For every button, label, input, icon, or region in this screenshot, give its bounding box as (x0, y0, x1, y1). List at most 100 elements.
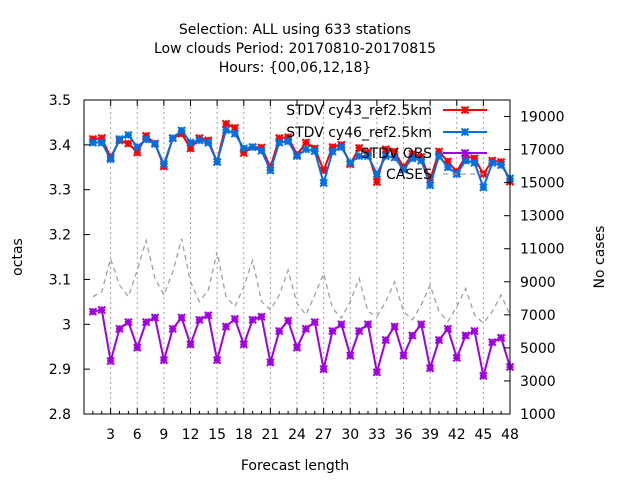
y2-tick-label: 7000 (520, 308, 556, 324)
y2-axis-label: No cases (592, 226, 608, 289)
data-point (159, 355, 169, 365)
data-point (283, 316, 293, 325)
data-point (372, 169, 382, 179)
x-tick-label: 36 (395, 427, 413, 443)
data-point (204, 138, 213, 147)
data-point (266, 358, 275, 367)
data-point (496, 160, 506, 170)
y2-tick-label: 1000 (520, 407, 556, 423)
x-tick-label: 48 (501, 427, 519, 443)
data-point (124, 317, 133, 327)
data-point (221, 322, 231, 331)
data-point (88, 307, 98, 316)
data-point (346, 351, 355, 360)
data-point (443, 163, 453, 172)
data-point (115, 134, 124, 144)
title-line-1: Selection: ALL using 633 stations (179, 22, 411, 38)
data-point (496, 333, 506, 342)
x-tick-label: 12 (182, 427, 200, 443)
data-point (372, 368, 382, 377)
data-point (461, 331, 470, 340)
data-point (372, 177, 382, 187)
data-point (292, 343, 302, 352)
x-tick-label: 24 (288, 427, 306, 443)
data-point (257, 312, 266, 321)
y2-tick-label: 19000 (520, 110, 565, 126)
data-point (106, 155, 115, 164)
y2-tick-label: 13000 (520, 209, 565, 225)
data-point (186, 340, 195, 349)
data-point (354, 143, 364, 153)
y2-tick-label: 17000 (520, 143, 565, 159)
y2-tick-label: 9000 (520, 275, 556, 291)
data-point (399, 351, 408, 360)
legend: STDV cy43_ref2.5km STDV cy46_ref2.5km STDV… (286, 103, 487, 183)
data-point (275, 138, 284, 147)
data-point (461, 156, 470, 165)
legend-label: CASES (386, 167, 432, 183)
x-tick-label: 3 (106, 427, 115, 443)
y-tick-label: 2.9 (49, 362, 71, 378)
data-point (390, 153, 399, 162)
data-point (381, 335, 390, 345)
y-tick-label: 3 (62, 317, 71, 333)
data-point (425, 181, 435, 190)
x-tick-label: 6 (133, 427, 142, 443)
data-point (141, 317, 151, 327)
series-line-cases (92, 237, 511, 325)
x-tick-label: 21 (261, 427, 279, 443)
data-point (266, 166, 275, 175)
data-point (417, 156, 426, 165)
legend-label: STDV OBS (361, 146, 432, 162)
legend-entry: STDV cy46_ref2.5km (286, 125, 487, 141)
data-point (354, 326, 364, 336)
y2-tick-label: 11000 (520, 242, 565, 258)
data-point (443, 324, 453, 333)
data-point (488, 158, 497, 168)
data-point (328, 326, 337, 336)
data-point (186, 138, 195, 147)
x-tick-label: 9 (159, 427, 168, 443)
data-point (177, 313, 186, 322)
data-point (319, 178, 328, 188)
x-tick-label: 18 (235, 427, 253, 443)
legend-marker (460, 105, 470, 115)
data-point (239, 340, 248, 349)
data-point (310, 146, 319, 156)
data-point (479, 371, 488, 381)
data-point (115, 324, 124, 333)
data-point (381, 151, 390, 161)
data-point (301, 145, 311, 154)
x-tick-label: 45 (474, 427, 492, 443)
y-tick-label: 3.4 (49, 138, 71, 154)
data-point (230, 314, 240, 324)
data-point (354, 151, 364, 161)
y2-tick-label: 5000 (520, 341, 556, 357)
legend-marker (460, 127, 470, 137)
y2-tick-label: 15000 (520, 176, 565, 192)
data-point (177, 126, 186, 135)
y-tick-label: 3.1 (49, 272, 71, 288)
data-point (434, 335, 444, 345)
y-tick-label: 3.5 (49, 93, 71, 109)
data-point (230, 129, 240, 138)
data-point (434, 151, 444, 161)
legend-label: STDV cy43_ref2.5km (286, 103, 432, 119)
data-point (301, 138, 311, 147)
data-point (168, 133, 177, 143)
data-point (248, 142, 257, 152)
data-point (97, 138, 106, 147)
data-point (133, 142, 142, 152)
data-point (381, 145, 390, 154)
data-point (275, 326, 284, 336)
data-point (292, 151, 302, 161)
data-point (212, 355, 222, 365)
series-3 (92, 237, 511, 325)
data-point (221, 119, 231, 128)
x-tick-label: 33 (368, 427, 386, 443)
data-point (346, 158, 355, 168)
legend-entry: STDV cy43_ref2.5km (286, 103, 487, 119)
data-point (408, 154, 417, 163)
data-point (133, 343, 142, 352)
